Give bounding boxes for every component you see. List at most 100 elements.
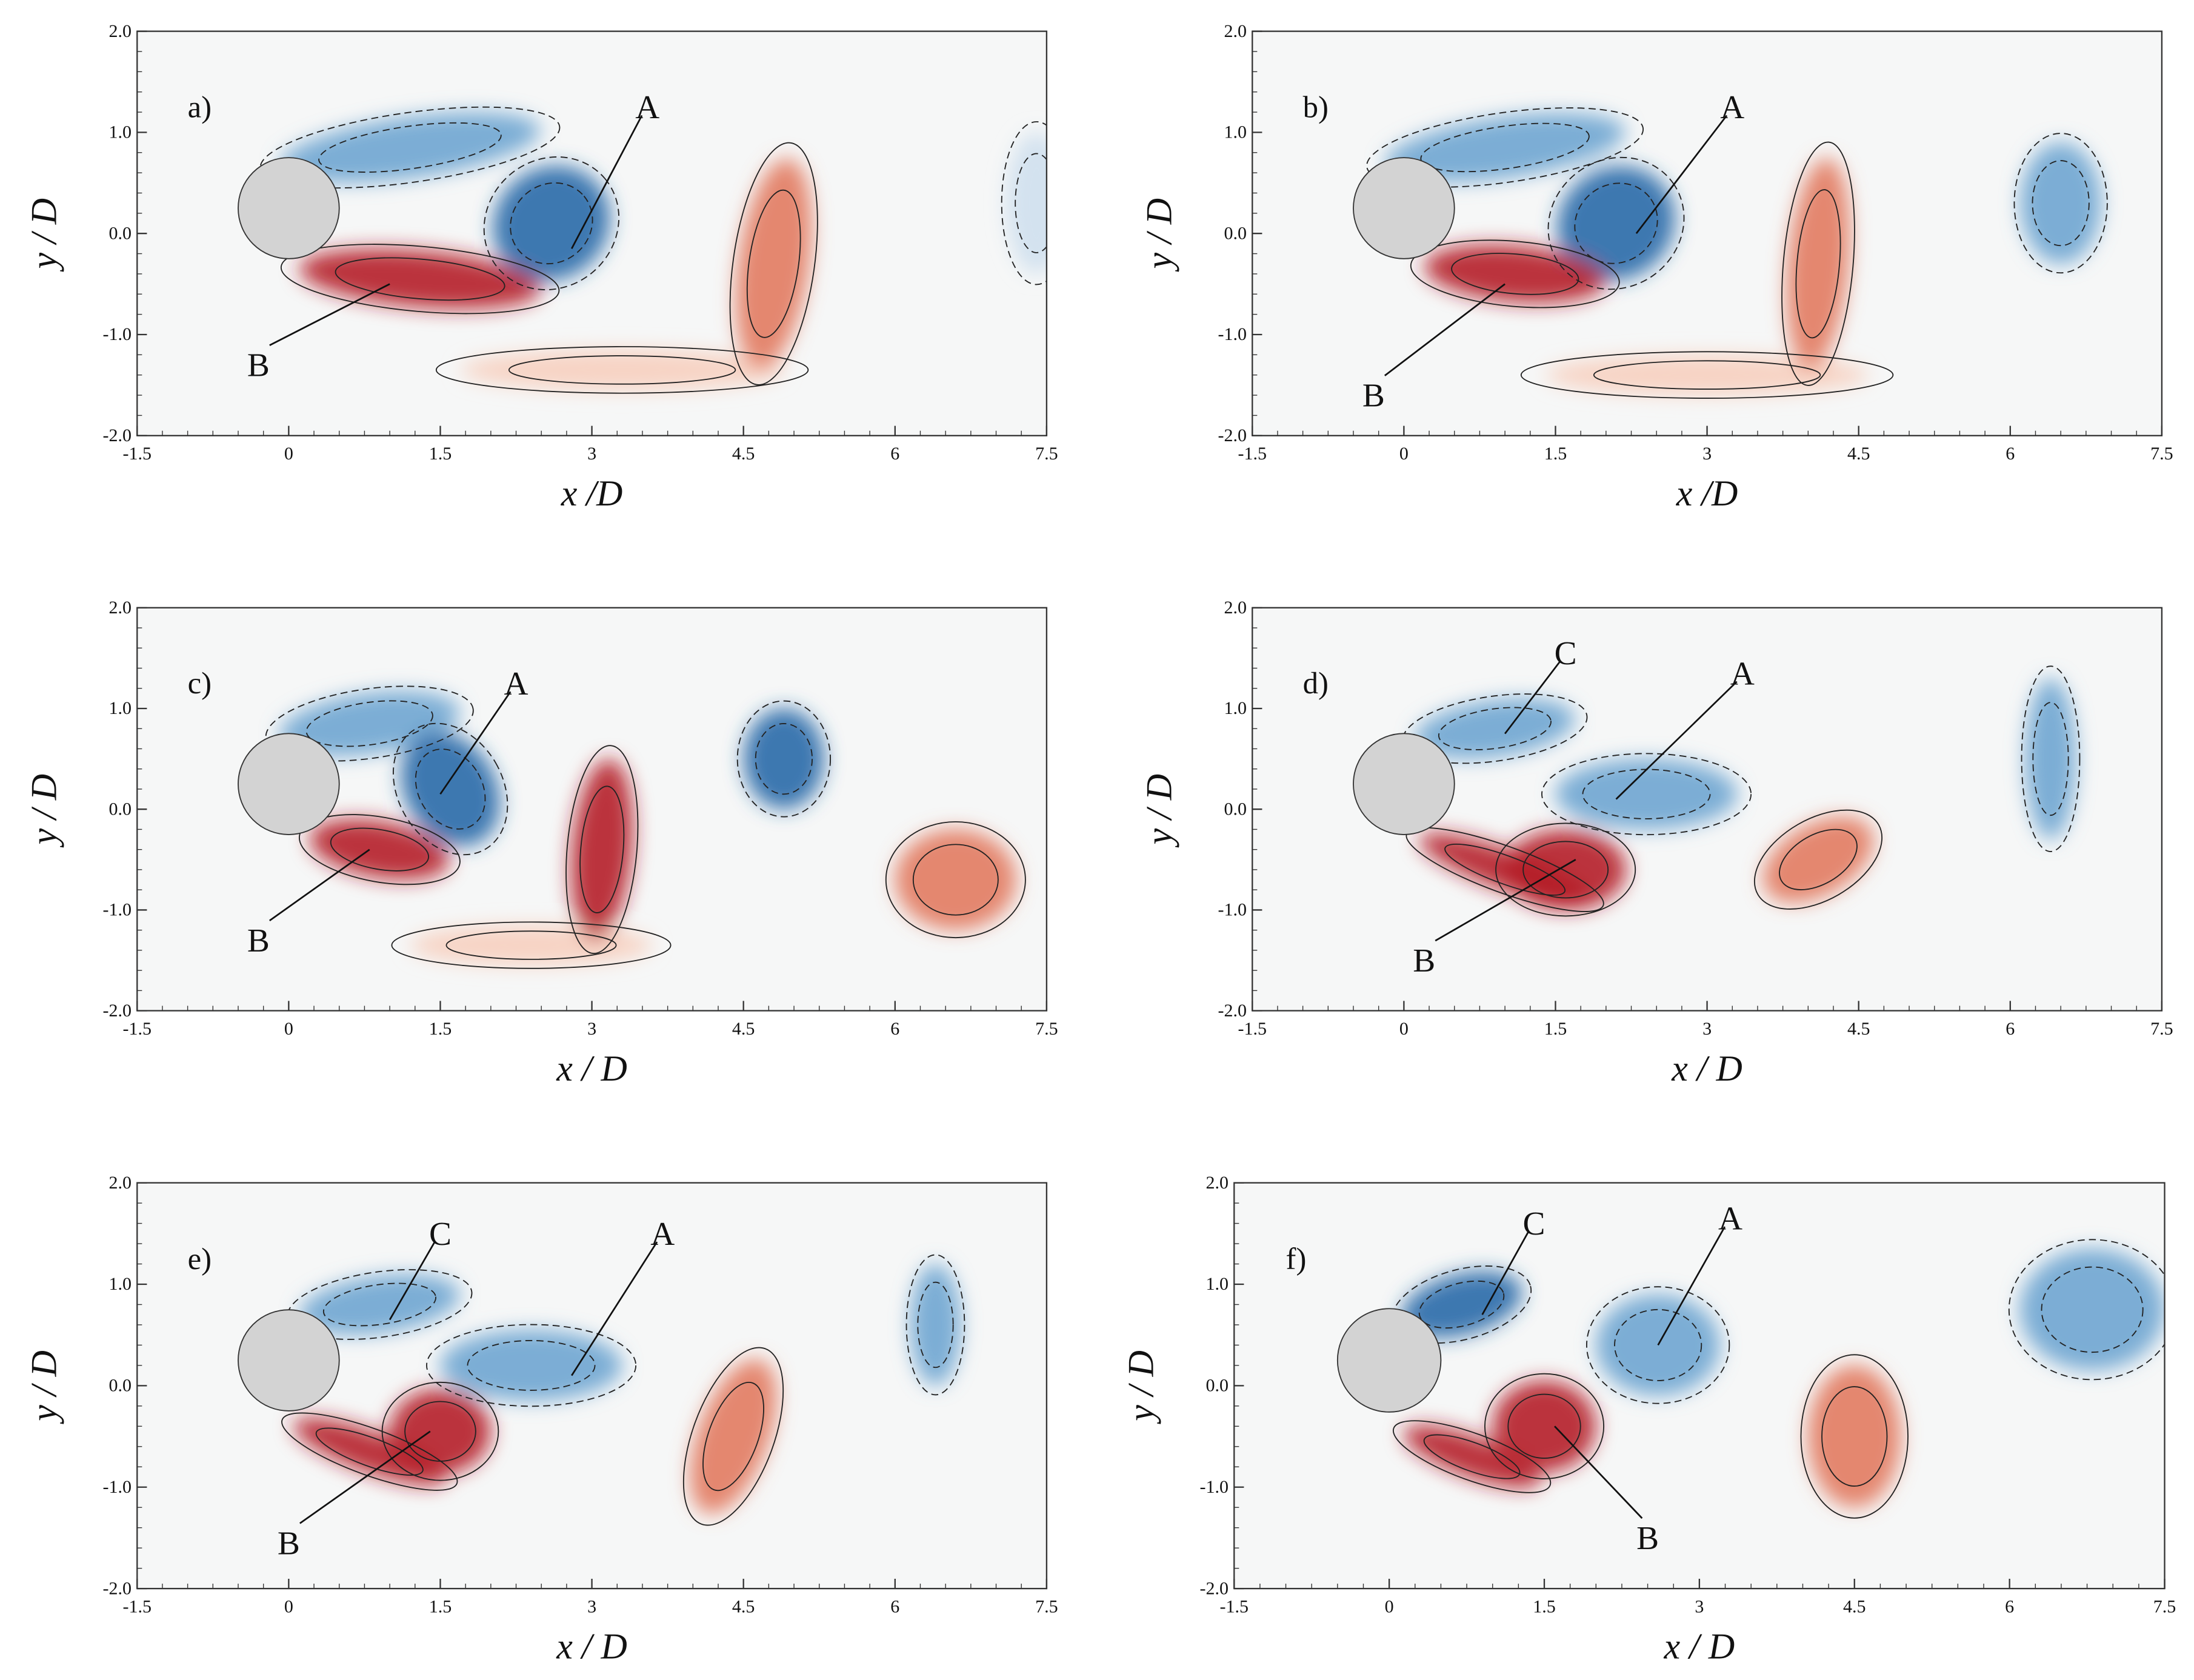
annotation: C [1522,1205,1545,1242]
y-tick-label: -2.0 [1200,1578,1229,1598]
contour-line [2008,1239,2165,1381]
contour-line [1795,189,1841,339]
x-tick-label: 4.5 [1847,1019,1870,1039]
contour-line [265,685,474,762]
annotation: C [1555,635,1577,672]
y-tick-label: -2.0 [1218,1001,1247,1021]
cylinder [238,157,340,259]
panel-label: d) [1303,666,1329,700]
x-tick-label: 1.5 [1544,444,1567,464]
panel: -1.5 0 1.5 3 4.5 6 7.5 -2.0 -1.0 0.0 1.0 2.0 x / D y … [1121,1173,2176,1667]
annotation-arrow [1435,859,1576,942]
annotation: C [429,1215,452,1252]
contour-line [259,106,561,189]
y-tick-label: -2.0 [103,425,132,445]
annotation: A [650,1215,675,1252]
y-tick-label: 1.0 [1224,698,1247,718]
x-tick-label: 6 [2005,1596,2014,1616]
y-tick-label: -2.0 [1218,425,1247,445]
x-tick-label: 1.5 [429,1019,452,1039]
contour-line [1484,1373,1605,1479]
contour-line [885,821,1026,939]
annotation-arrow [571,1241,658,1376]
x-tick-label: 7.5 [1035,1596,1058,1616]
y-tick-label: 2.0 [109,21,132,41]
x-tick-label: 6 [890,1596,899,1616]
contour-line [1614,1308,1702,1381]
x-tick-label: 0 [1399,1019,1409,1039]
x-tick-label: 3 [1702,1019,1712,1039]
contour-line [467,1339,596,1391]
y-tick-label: 0.0 [109,799,132,819]
x-tick-label: 6 [890,1019,899,1039]
contour-line [287,1269,473,1340]
x-tick-label: -1.5 [1219,1596,1248,1616]
contour-line [2032,160,2090,247]
contour-line [1507,1393,1581,1459]
annotation: B [1636,1519,1659,1556]
contour-line [280,244,560,315]
x-tick-label: 0 [1399,444,1409,464]
panel: -1.5 0 1.5 3 4.5 6 7.5 -2.0 -1.0 0.0 1.0 2.0 x /D y /… [1139,21,2173,513]
vortex [299,248,541,309]
x-axis-label: x / D [1671,1048,1742,1088]
annotation: B [278,1524,300,1561]
x-tick-label: 3 [1702,444,1712,464]
contour-line [315,1427,424,1476]
panel-label: a) [188,90,212,124]
vortex [1006,132,1047,274]
annotation-arrow [388,1241,436,1321]
vortex [279,112,541,183]
x-tick-label: 1.5 [429,444,452,464]
panel-label: b) [1303,90,1329,124]
vorticity-field [238,1254,965,1526]
cylinder [1336,1308,1442,1413]
x-tick-label: -1.5 [1238,1019,1267,1039]
y-tick-label: 2.0 [109,598,132,618]
x-tick-label: 6 [2006,1019,2015,1039]
annotation: A [635,88,659,125]
y-tick-label: 1.0 [109,698,132,718]
vortex [1557,165,1675,281]
cylinder [238,733,340,835]
x-tick-label: 0 [284,1019,293,1039]
contour-line [330,827,430,872]
contour-line [579,785,625,913]
x-tick-label: 3 [587,444,596,464]
panel-label: e) [188,1242,212,1276]
annotation: B [1362,377,1385,414]
x-tick-label: -1.5 [1238,444,1267,464]
vorticity-field [1353,107,2108,399]
x-tick-label: 7.5 [1035,1019,1058,1039]
contour-line [746,189,801,338]
x-tick-label: 6 [2006,444,2015,464]
panel: -1.5 0 1.5 3 4.5 6 7.5 -2.0 -1.0 0.0 1.0 2.0 x / D y … [1139,598,2173,1088]
contour-line [755,722,813,795]
y-axis-label: y / D [24,198,64,273]
contour-line [1541,753,1752,836]
x-tick-label: 4.5 [1847,444,1870,464]
annotation-arrow [1504,661,1561,735]
vortex [1403,1425,1541,1488]
x-axis-label: x / D [556,1048,627,1088]
y-tick-label: 1.0 [109,122,132,142]
y-tick-label: -1.0 [103,324,132,344]
vortex [293,1418,446,1485]
x-tick-label: 3 [587,1596,596,1616]
contour-line [1410,239,1620,308]
contour-line [1779,828,1858,890]
field-fill [279,112,1047,390]
annotation: B [247,922,270,959]
contour-line [391,921,672,969]
x-tick-label: 4.5 [732,1019,755,1039]
annotation-arrow [1481,1231,1529,1315]
contour-line [335,257,505,301]
vortex [690,1359,777,1514]
y-tick-label: 0.0 [1224,223,1247,243]
contour-line [1547,156,1685,290]
y-tick-label: 0.0 [1224,799,1247,819]
contour-line [1402,693,1588,764]
y-tick-label: 0.0 [109,223,132,243]
y-tick-label: 1.0 [1206,1274,1229,1294]
contour-line [435,346,809,394]
